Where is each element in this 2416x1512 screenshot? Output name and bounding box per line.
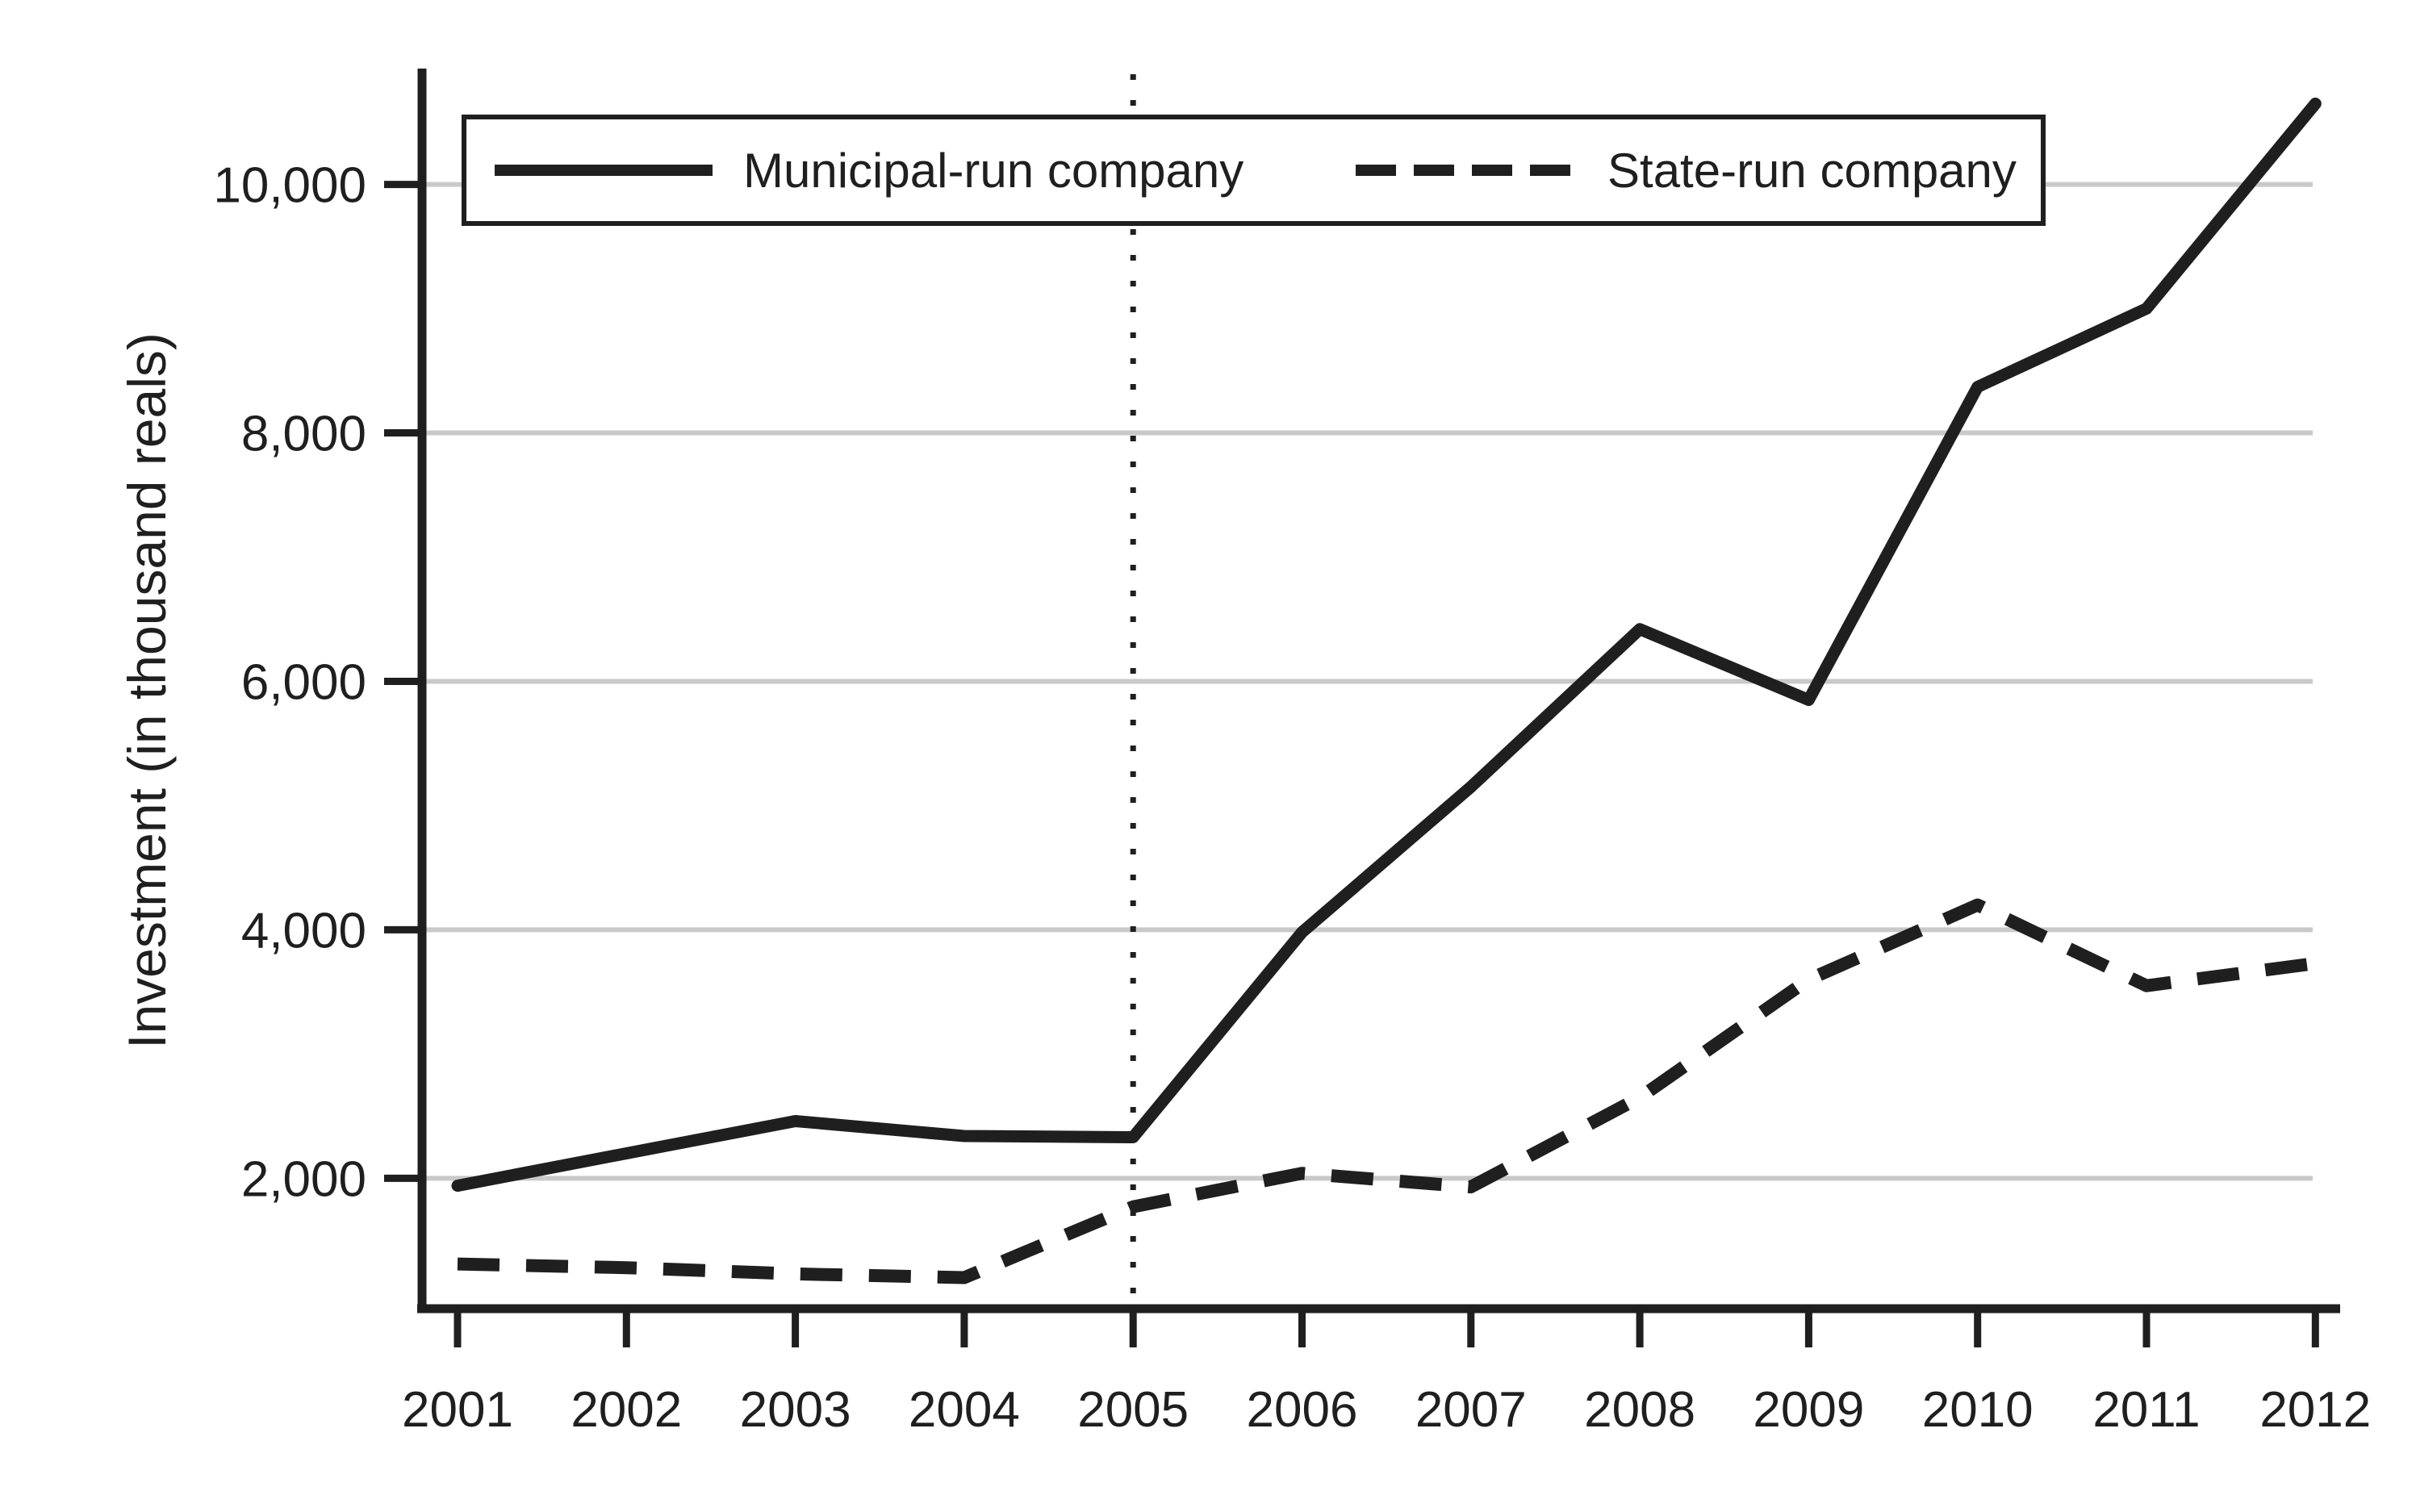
legend-label-municipal: Municipal-run company: [743, 144, 1244, 198]
x-tick-label: 2003: [740, 1382, 851, 1438]
y-tick-label: 4,000: [241, 903, 366, 959]
x-tick-label: 2001: [402, 1382, 513, 1438]
y-tick-label: 2,000: [241, 1151, 366, 1207]
x-tick-label: 2010: [1922, 1382, 2034, 1438]
legend-label-state: State-run company: [1607, 144, 2017, 198]
x-tick-label: 2007: [1415, 1382, 1527, 1438]
plot-area: 2,000 4,000 6,000 8,000 10,000 2001 2002 2003 20…: [213, 74, 2371, 1438]
x-tick-label: 2012: [2259, 1382, 2371, 1438]
series-line-municipal-run: [451, 98, 2322, 1192]
x-tick-label: 2011: [2092, 1382, 2200, 1438]
x-tick-label: 2008: [1584, 1382, 1695, 1438]
y-tick-label: 10,000: [213, 158, 366, 214]
x-tick-label: 2004: [909, 1382, 1020, 1438]
y-tick-label: 6,000: [241, 654, 366, 710]
legend: Municipal-run company State-run company: [462, 115, 2046, 226]
x-tick-label: 2005: [1077, 1382, 1189, 1438]
y-axis-title: Investment (in thousand reals): [117, 332, 177, 1049]
y-tick-label: 8,000: [241, 407, 366, 462]
axes: [417, 69, 2340, 1314]
x-tick-label: 2006: [1247, 1382, 1358, 1438]
legend-box: [462, 115, 2046, 226]
x-tick-label: 2002: [571, 1382, 682, 1438]
x-tick-label: 2009: [1753, 1382, 1864, 1438]
series-line-state-run: [457, 898, 2317, 1284]
